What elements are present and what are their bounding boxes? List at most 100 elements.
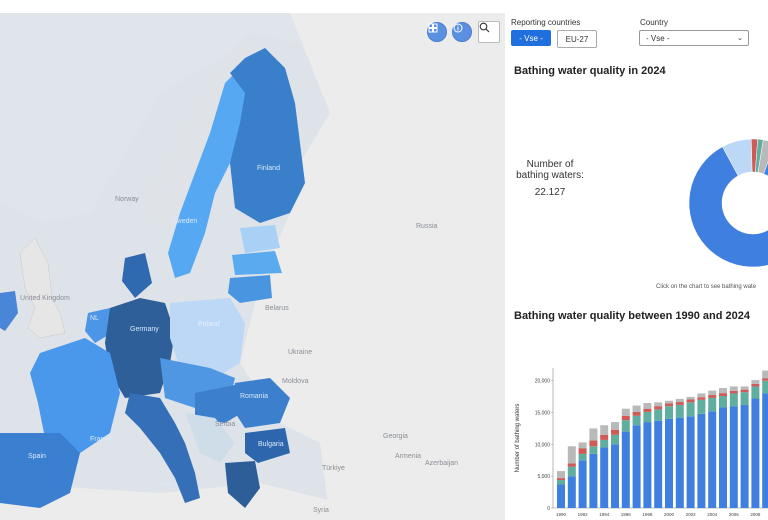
bar-segment[interactable] <box>762 380 768 394</box>
y-tick-label: 0 <box>547 506 550 512</box>
bar-segment[interactable] <box>697 397 706 400</box>
map-latvia <box>232 251 282 275</box>
bar-segment[interactable] <box>686 402 695 417</box>
bar-segment[interactable] <box>675 404 684 418</box>
bar-segment[interactable] <box>740 389 749 393</box>
donut-slice[interactable] <box>688 143 768 268</box>
bar-segment[interactable] <box>600 434 609 440</box>
reporting-option-eu27[interactable]: EU-27 <box>557 30 597 48</box>
bar-segment[interactable] <box>621 408 630 416</box>
bar-segment[interactable] <box>665 400 673 404</box>
bar-segment[interactable] <box>557 471 565 479</box>
bar-segment[interactable] <box>600 447 609 508</box>
bar-segment[interactable] <box>611 434 619 445</box>
bar-segment[interactable] <box>665 403 673 407</box>
bar-segment[interactable] <box>643 422 652 508</box>
bar-segment[interactable] <box>708 411 717 508</box>
bar-segment[interactable] <box>578 442 587 449</box>
bar-segment[interactable] <box>675 402 684 405</box>
bar-segment[interactable] <box>621 431 630 508</box>
bar-segment[interactable] <box>719 393 727 396</box>
trend-bar-chart[interactable]: Number of bathing waters 0 5,000 10,000 15,0… <box>505 360 768 520</box>
bar-segment[interactable] <box>665 406 673 419</box>
bar-segment[interactable] <box>567 466 576 477</box>
bar-segment[interactable] <box>611 429 619 435</box>
bar-segment[interactable] <box>740 404 749 508</box>
bar-segment[interactable] <box>751 398 760 508</box>
map-lithuania <box>228 275 272 303</box>
bar-segment[interactable] <box>762 378 768 381</box>
bar-segment[interactable] <box>654 420 663 508</box>
bar-segment[interactable] <box>643 403 652 409</box>
bar-segment[interactable] <box>557 478 565 480</box>
map-view[interactable]: Norway Sweden Finland Russia United King… <box>0 13 505 520</box>
map-denmark <box>122 253 152 298</box>
bar-segment[interactable] <box>675 398 684 403</box>
bar-segment[interactable] <box>729 390 738 394</box>
bar-segment[interactable] <box>589 440 598 447</box>
bar-segment[interactable] <box>729 386 738 391</box>
bar-segment[interactable] <box>632 425 641 508</box>
bar-segment[interactable] <box>697 393 706 398</box>
bar-segment[interactable] <box>589 446 598 454</box>
map-france <box>30 338 120 453</box>
bar-segment[interactable] <box>740 392 749 405</box>
bar-segment[interactable] <box>578 460 587 508</box>
bar-segment[interactable] <box>654 406 663 410</box>
bar-segment[interactable] <box>708 390 717 396</box>
bar-segment[interactable] <box>643 408 652 412</box>
bar-segment[interactable] <box>621 420 630 432</box>
bar-segment[interactable] <box>557 484 565 508</box>
bar-segment[interactable] <box>665 418 673 508</box>
bar-segment[interactable] <box>719 388 727 394</box>
bar-segment[interactable] <box>632 415 641 426</box>
bar-segment[interactable] <box>708 397 717 412</box>
x-tick-label: 1998 <box>642 512 653 517</box>
bar-segment[interactable] <box>729 406 738 508</box>
country-select[interactable]: - Vse - ⌄ <box>639 30 749 46</box>
bar-segment[interactable] <box>686 396 695 400</box>
bar-segment[interactable] <box>740 386 749 390</box>
bar-segment[interactable] <box>654 409 663 421</box>
search-button[interactable] <box>478 21 500 43</box>
bar-segment[interactable] <box>708 395 717 398</box>
bar-segment[interactable] <box>611 422 619 430</box>
bar-segment[interactable] <box>600 425 609 435</box>
bar-segment[interactable] <box>621 415 630 421</box>
bar-segment[interactable] <box>578 453 587 461</box>
bar-segment[interactable] <box>643 411 652 423</box>
bar-segment[interactable] <box>600 439 609 448</box>
bar-segment[interactable] <box>762 393 768 508</box>
layers-button[interactable] <box>427 22 447 42</box>
bar-segment[interactable] <box>697 413 706 508</box>
bar-segment[interactable] <box>697 399 706 414</box>
donut-slice[interactable] <box>757 139 768 175</box>
bar-segment[interactable] <box>567 446 576 464</box>
bar-segment[interactable] <box>751 386 760 399</box>
bar-segment[interactable] <box>675 417 684 508</box>
bar-segment[interactable] <box>719 396 727 408</box>
bar-segment[interactable] <box>578 448 587 454</box>
bar-segment[interactable] <box>762 370 768 379</box>
info-button[interactable] <box>452 22 472 42</box>
bar-segment[interactable] <box>567 476 576 508</box>
map-italy <box>125 393 200 503</box>
bar-segment[interactable] <box>557 480 565 485</box>
bar-segment[interactable] <box>589 428 598 441</box>
bar-segment[interactable] <box>632 411 641 416</box>
bar-segment[interactable] <box>654 402 663 407</box>
map-canvas[interactable] <box>0 13 505 520</box>
bar-segment[interactable] <box>719 407 727 508</box>
bar-segment[interactable] <box>751 383 760 387</box>
bar-segment[interactable] <box>686 416 695 508</box>
x-tick-label: 2008 <box>750 512 761 517</box>
bar-segment[interactable] <box>589 453 598 508</box>
quality-donut-chart[interactable] <box>505 113 768 273</box>
bar-segment[interactable] <box>567 463 576 467</box>
bar-segment[interactable] <box>686 399 695 403</box>
bar-segment[interactable] <box>632 405 641 412</box>
bar-segment[interactable] <box>611 444 619 508</box>
bar-segment[interactable] <box>729 393 738 407</box>
reporting-option-all[interactable]: - Vse - <box>511 30 551 46</box>
bar-segment[interactable] <box>751 380 760 384</box>
